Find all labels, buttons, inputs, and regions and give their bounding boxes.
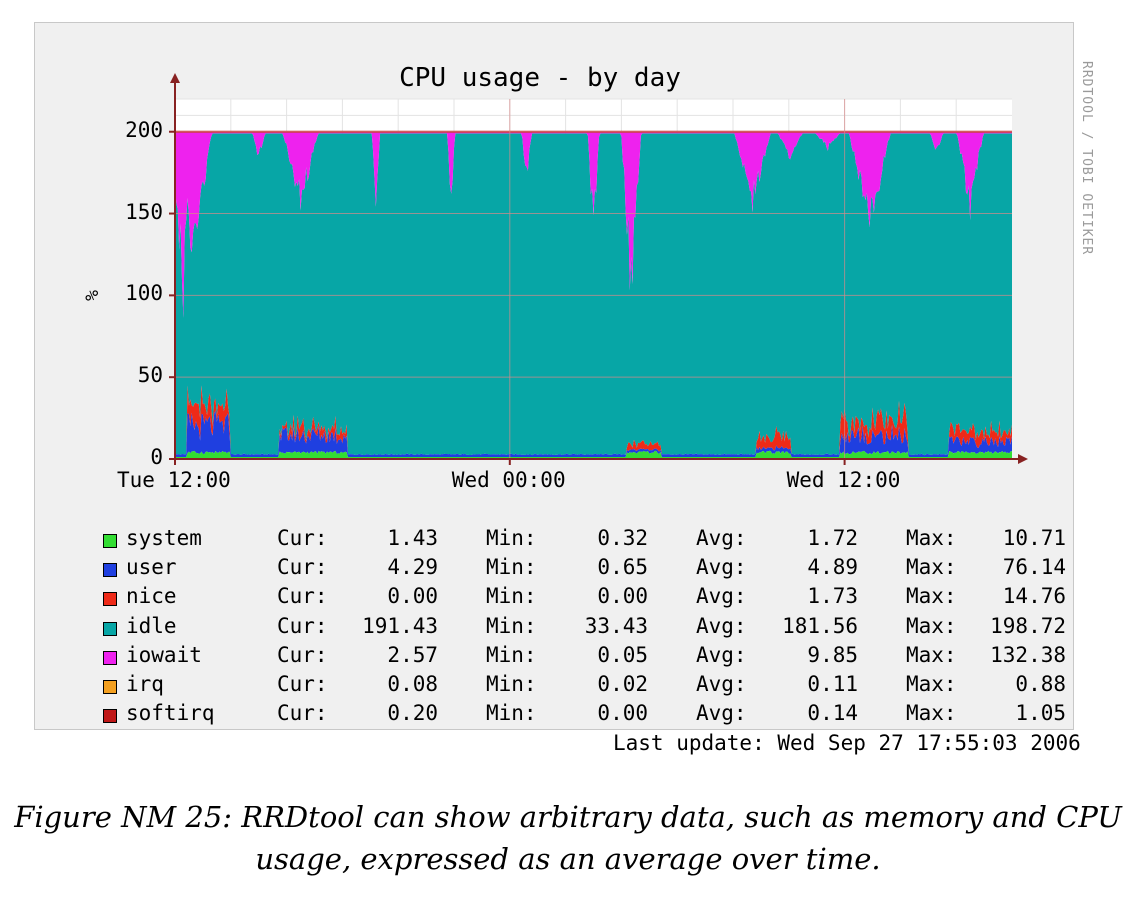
avg-value: 9.85 [807, 642, 858, 667]
x-axis-arrow [1018, 454, 1028, 464]
min-value: 0.05 [597, 642, 648, 667]
avg-value: 1.73 [807, 584, 858, 609]
avg-value: 1.72 [807, 526, 858, 550]
cur-label: Cur: [277, 642, 328, 667]
min-label: Min: [486, 642, 537, 667]
max-value: 198.72 [990, 613, 1066, 638]
cur-label: Cur: [277, 526, 328, 550]
cur-value: 2.57 [387, 642, 438, 667]
legend-row-iowait: iowait Cur: 2.57 Min: 0.05 Avg: 9.85 Max: 132.38 [103, 643, 1093, 672]
rrd-graph: CPU usage - by day RRDTOOL / TOBI OETIKE… [34, 22, 1094, 755]
avg-label: Avg: [696, 613, 747, 638]
max-label: Max: [906, 584, 957, 609]
y-tick-label: 100 [125, 281, 163, 306]
legend-swatch [103, 534, 117, 548]
x-tick-label: Wed 12:00 [786, 468, 901, 492]
max-value: 10.71 [1002, 526, 1066, 550]
cur-value: 4.29 [387, 555, 438, 580]
avg-value: 0.11 [807, 672, 858, 696]
y-axis-label: % [81, 290, 103, 301]
y-tick-label: 50 [137, 363, 163, 388]
last-update-text: Last update: Wed Sep 27 17:55:03 2006 [613, 731, 1081, 755]
max-label: Max: [906, 526, 957, 550]
max-label: Max: [906, 555, 957, 580]
legend-swatch [103, 680, 117, 694]
avg-value: 181.56 [782, 613, 858, 638]
cur-value: 1.43 [387, 526, 438, 550]
legend-swatch [103, 709, 117, 724]
avg-label: Avg: [696, 672, 747, 696]
series-name: nice [126, 584, 177, 609]
min-value: 0.00 [597, 584, 648, 609]
max-label: Max: [906, 672, 957, 696]
avg-value: 0.14 [807, 701, 858, 726]
min-label: Min: [486, 613, 537, 638]
min-label: Min: [486, 555, 537, 580]
min-label: Min: [486, 701, 537, 726]
y-tick-label: 150 [125, 199, 163, 224]
avg-label: Avg: [696, 584, 747, 609]
cur-label: Cur: [277, 613, 328, 638]
avg-label: Avg: [696, 642, 747, 667]
caption-line-2: usage, expressed as an average over time… [255, 842, 881, 876]
cur-label: Cur: [277, 584, 328, 609]
cur-value: 191.43 [362, 613, 438, 638]
series-iowait-area [175, 131, 1012, 318]
max-value: 1.05 [1015, 701, 1066, 726]
min-value: 0.65 [597, 555, 648, 580]
min-value: 0.32 [597, 526, 648, 550]
chart-plot [169, 73, 1028, 465]
series-name: user [126, 555, 177, 580]
avg-label: Avg: [696, 701, 747, 726]
legend-row-idle: idle Cur: 191.43 Min: 33.43 Avg: 181.56 Max: 198… [103, 614, 1093, 643]
y-tick-label: 200 [125, 117, 163, 142]
cur-value: 0.08 [387, 672, 438, 696]
min-value: 33.43 [584, 613, 648, 638]
min-label: Min: [486, 672, 537, 696]
series-name: irq [126, 672, 164, 696]
legend-row-system: system Cur: 1.43 Min: 0.32 Avg: 1.72 Max: 10.71 [103, 526, 1093, 555]
avg-label: Avg: [696, 555, 747, 580]
legend-row-softirq: softirq Cur: 0.20 Min: 0.00 Avg: 0.14 Max: 1.05 [103, 701, 1093, 730]
cur-label: Cur: [277, 672, 328, 696]
min-label: Min: [486, 584, 537, 609]
x-tick-label: Tue 12:00 [117, 468, 231, 492]
cur-label: Cur: [277, 701, 328, 726]
chart-title: CPU usage - by day [399, 63, 681, 93]
legend-swatch [103, 621, 117, 636]
x-tick-label: Wed 00:00 [451, 468, 566, 492]
cur-value: 0.20 [387, 701, 438, 726]
series-name: softirq [126, 701, 215, 726]
max-value: 14.76 [1002, 584, 1066, 609]
cur-value: 0.00 [387, 584, 438, 609]
y-tick-label: 0 [150, 445, 163, 469]
series-name: idle [126, 613, 177, 638]
legend-swatch [103, 650, 117, 665]
caption-line-1: Figure NM 25: RRDtool can show arbitrary… [14, 800, 1122, 834]
avg-label: Avg: [696, 526, 747, 550]
min-value: 0.00 [597, 701, 648, 726]
cur-label: Cur: [277, 555, 328, 580]
max-value: 76.14 [1002, 555, 1066, 580]
series-name: iowait [126, 642, 202, 667]
figure-caption: Figure NM 25: RRDtool can show arbitrary… [0, 796, 1136, 880]
max-label: Max: [906, 701, 957, 726]
max-value: 0.88 [1015, 672, 1066, 696]
max-label: Max: [906, 642, 957, 667]
series-name: system [126, 526, 202, 550]
legend-row-nice: nice Cur: 0.00 Min: 0.00 Avg: 1.73 Max: 14.76 [103, 584, 1093, 613]
max-value: 132.38 [990, 642, 1066, 667]
max-label: Max: [906, 613, 957, 638]
y-axis-arrow [170, 73, 180, 83]
legend-row-irq: irq Cur: 0.08 Min: 0.02 Avg: 0.11 Max: 0.88 [103, 672, 1093, 701]
legend-row-user: user Cur: 4.29 Min: 0.65 Avg: 4.89 Max: 76.14 [103, 555, 1093, 584]
min-value: 0.02 [597, 672, 648, 696]
rrdtool-watermark: RRDTOOL / TOBI OETIKER [1079, 61, 1094, 256]
legend-swatch [103, 592, 117, 607]
min-label: Min: [486, 526, 537, 550]
legend-swatch [103, 563, 117, 578]
avg-value: 4.89 [807, 555, 858, 580]
